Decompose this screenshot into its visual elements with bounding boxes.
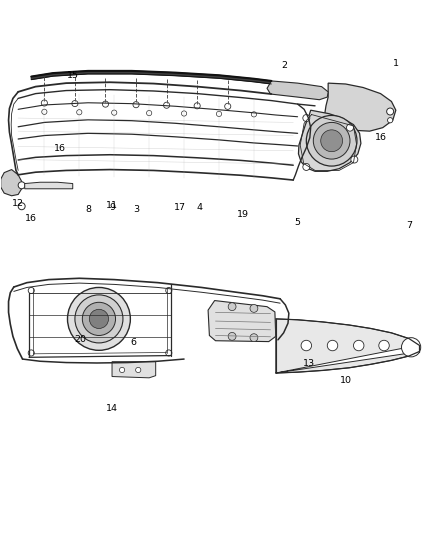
Circle shape (42, 109, 47, 115)
Text: 1: 1 (393, 59, 399, 68)
Text: 7: 7 (406, 221, 412, 230)
Circle shape (166, 287, 172, 294)
Circle shape (18, 203, 25, 210)
Circle shape (225, 103, 231, 109)
Circle shape (77, 110, 82, 115)
Text: 5: 5 (295, 219, 300, 228)
Circle shape (181, 111, 187, 116)
Circle shape (28, 287, 34, 294)
Text: 20: 20 (74, 335, 86, 344)
Circle shape (303, 164, 310, 171)
Circle shape (250, 334, 258, 342)
Text: 6: 6 (131, 338, 137, 348)
Circle shape (251, 112, 257, 117)
Circle shape (163, 102, 170, 108)
Circle shape (41, 100, 47, 106)
Polygon shape (112, 362, 155, 378)
Circle shape (133, 102, 139, 108)
Text: 12: 12 (12, 199, 24, 208)
Circle shape (301, 340, 311, 351)
Circle shape (72, 101, 78, 107)
Circle shape (120, 367, 125, 373)
Circle shape (327, 340, 338, 351)
Polygon shape (298, 110, 361, 171)
Text: 3: 3 (133, 205, 139, 214)
Circle shape (216, 111, 222, 117)
Polygon shape (25, 182, 73, 189)
Circle shape (306, 116, 357, 166)
Polygon shape (208, 301, 276, 342)
Circle shape (388, 118, 393, 123)
Circle shape (346, 124, 353, 131)
Text: 16: 16 (53, 144, 66, 153)
Circle shape (67, 287, 131, 350)
Circle shape (75, 295, 123, 343)
Text: 4: 4 (196, 203, 202, 212)
Text: 19: 19 (237, 209, 249, 219)
Text: 16: 16 (374, 133, 387, 142)
Circle shape (82, 302, 116, 335)
Circle shape (18, 182, 25, 189)
Circle shape (166, 350, 172, 356)
Text: 11: 11 (106, 201, 118, 210)
Text: 14: 14 (106, 404, 118, 413)
Circle shape (379, 340, 389, 351)
Circle shape (321, 130, 343, 152)
Circle shape (28, 350, 34, 356)
Polygon shape (276, 319, 419, 373)
Polygon shape (31, 71, 272, 84)
Polygon shape (325, 83, 396, 131)
Text: 8: 8 (85, 205, 91, 214)
Circle shape (228, 303, 236, 311)
Circle shape (136, 367, 141, 373)
Polygon shape (1, 169, 21, 196)
Circle shape (353, 340, 364, 351)
Circle shape (402, 338, 421, 357)
Text: 16: 16 (25, 214, 37, 223)
Text: 2: 2 (282, 61, 287, 70)
Circle shape (351, 156, 358, 163)
Circle shape (387, 108, 394, 115)
Text: 10: 10 (339, 376, 352, 384)
Circle shape (147, 110, 152, 116)
Circle shape (313, 123, 350, 159)
Circle shape (250, 304, 258, 312)
Polygon shape (267, 81, 328, 100)
Circle shape (228, 333, 236, 340)
Text: 13: 13 (303, 359, 314, 368)
Circle shape (102, 101, 109, 107)
Text: 17: 17 (174, 203, 186, 212)
Circle shape (303, 115, 310, 122)
Circle shape (112, 110, 117, 115)
Text: 15: 15 (67, 71, 79, 80)
Text: 9: 9 (109, 203, 115, 212)
Circle shape (89, 309, 109, 328)
Circle shape (194, 103, 200, 109)
